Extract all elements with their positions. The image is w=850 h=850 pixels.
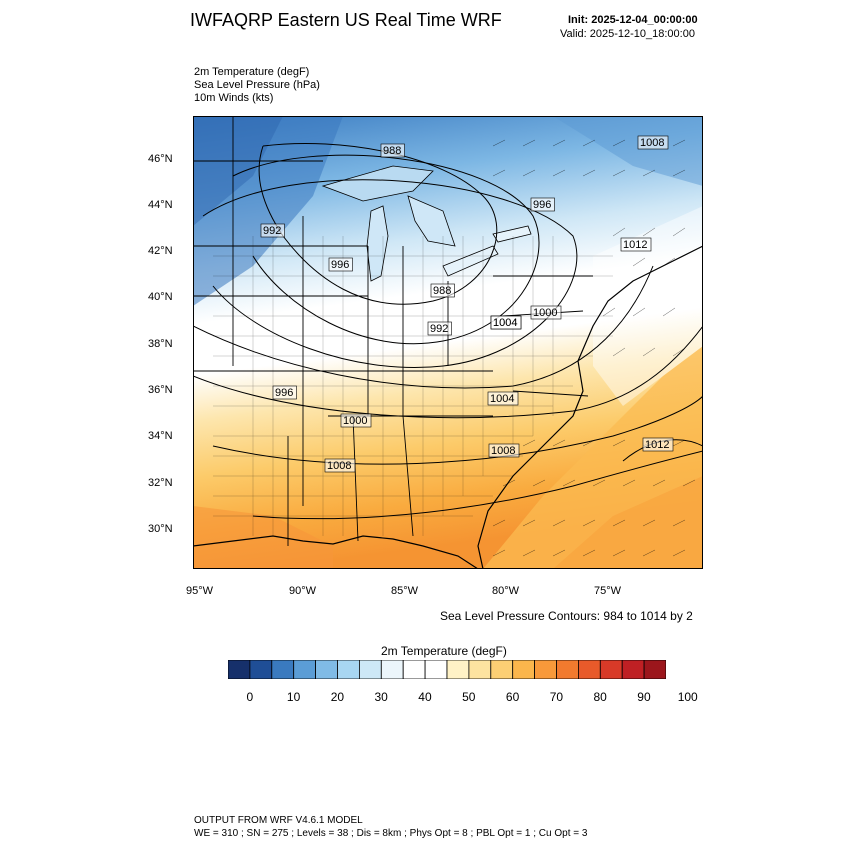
plot-title: IWFAQRP Eastern US Real Time WRF [190, 10, 502, 30]
colorbar-tick-label: 40 [418, 690, 432, 704]
lat-tick-label: 36°N [148, 384, 173, 396]
pressure-label: 1012 [620, 237, 652, 252]
lat-tick-label: 38°N [148, 338, 173, 350]
pressure-label: 1008 [488, 443, 520, 458]
colorbar-swatch [358, 660, 382, 679]
lat-tick-label: 34°N [148, 430, 173, 442]
lat-tick-label: 42°N [148, 245, 173, 257]
svg-text:1012: 1012 [645, 439, 669, 451]
lake-huron [407, 195, 456, 247]
contour-note: Sea Level Pressure Contours: 984 to 1014… [440, 609, 693, 623]
svg-text:988: 988 [383, 145, 401, 157]
lat-tick-label: 32°N [148, 477, 173, 489]
colorbar-swatch [446, 660, 470, 679]
svg-text:1000: 1000 [533, 307, 557, 319]
pressure-label: 1012 [642, 437, 674, 452]
colorbar-tick-label: 90 [637, 690, 651, 704]
model-config: WE = 310 ; SN = 275 ; Levels = 38 ; Dis … [194, 828, 588, 839]
pressure-label: 992 [427, 321, 452, 336]
svg-text:1008: 1008 [491, 445, 515, 457]
colorbar-swatch [599, 660, 623, 679]
gulf-coastline [193, 535, 479, 569]
lat-tick-label: 44°N [148, 199, 173, 211]
colorbar-swatch [577, 660, 601, 679]
temperature-colorbar [228, 660, 666, 679]
svg-text:992: 992 [263, 225, 281, 237]
svg-text:1008: 1008 [640, 137, 664, 149]
lake-erie [442, 245, 499, 277]
pressure-label: 1000 [340, 413, 372, 428]
wind-barbs [492, 139, 696, 557]
pressure-label: 988 [380, 143, 405, 158]
colorbar-swatch [468, 660, 492, 679]
svg-text:996: 996 [533, 199, 551, 211]
colorbar-title: 2m Temperature (degF) [381, 644, 507, 658]
svg-text:1012: 1012 [623, 239, 647, 251]
colorbar-tick-label: 80 [593, 690, 607, 704]
colorbar-swatch [534, 660, 557, 679]
colorbar-swatch [556, 660, 579, 679]
colorbar-tick-label: 50 [462, 690, 476, 704]
svg-text:1004: 1004 [490, 393, 514, 405]
field-label-temperature: 2m Temperature (degF) [194, 66, 310, 78]
pressure-label: 1008 [324, 458, 356, 473]
lon-tick-label: 75°W [594, 585, 622, 597]
colorbar-tick-label: 60 [505, 690, 520, 704]
weather-map: 988 992 996 988 992 996 996 1000 1004 1000 1004 100… [193, 116, 703, 569]
lat-tick-label: 30°N [148, 523, 173, 535]
pressure-label: 1004 [490, 315, 522, 330]
colorbar-swatch [621, 660, 645, 679]
svg-text:1008: 1008 [327, 460, 351, 472]
colorbar-tick-label: 70 [549, 690, 564, 704]
colorbar-tick-label: 30 [374, 690, 388, 704]
colorbar-swatch [424, 660, 448, 679]
svg-text:988: 988 [433, 285, 451, 297]
cold-region [193, 116, 343, 306]
pressure-label: 988 [430, 283, 455, 298]
svg-text:996: 996 [275, 387, 293, 399]
model-info: OUTPUT FROM WRF V4.6.1 MODEL [194, 815, 363, 826]
lon-tick-label: 90°W [289, 585, 317, 597]
pressure-label: 1004 [487, 391, 519, 406]
colorbar-swatch [380, 660, 404, 679]
field-label-winds: 10m Winds (kts) [194, 92, 274, 104]
pressure-label: 996 [272, 385, 297, 400]
lat-tick-label: 40°N [148, 291, 173, 303]
colorbar-tick-label: 0 [246, 690, 254, 704]
lake-superior [321, 165, 434, 202]
svg-text:996: 996 [331, 259, 349, 271]
colorbar-swatch [293, 660, 316, 679]
colorbar-swatch [271, 660, 295, 679]
lon-tick-label: 85°W [391, 585, 419, 597]
pressure-label: 1008 [637, 135, 669, 150]
colorbar-swatch [337, 660, 360, 679]
colorbar-tick-label: 20 [330, 690, 345, 704]
pressure-label: 1000 [530, 305, 562, 320]
colorbar-swatch [228, 660, 251, 679]
colorbar-swatch [490, 660, 514, 679]
colorbar-swatch [512, 660, 536, 679]
pressure-label: 992 [260, 223, 285, 238]
lat-tick-label: 46°N [148, 153, 173, 165]
colorbar-tick-label: 100 [677, 690, 698, 704]
svg-text:1004: 1004 [493, 317, 517, 329]
valid-time: Valid: 2025-12-10_18:00:00 [560, 28, 695, 40]
colorbar-swatch [249, 660, 273, 679]
colorbar-tick-label: 10 [286, 690, 301, 704]
pressure-label: 996 [530, 197, 555, 212]
lon-tick-label: 95°W [186, 585, 214, 597]
lon-tick-label: 80°W [492, 585, 520, 597]
atlantic-coastline [477, 245, 703, 569]
colorbar-swatch [643, 660, 666, 679]
colorbar-swatch [402, 660, 426, 679]
svg-text:992: 992 [430, 323, 448, 335]
colorbar-swatch [315, 660, 338, 679]
init-time: Init: 2025-12-04_00:00:00 [568, 14, 698, 26]
pressure-labels: 988 992 996 988 992 996 996 1000 1004 1000 1004 100… [260, 135, 674, 473]
field-label-pressure: Sea Level Pressure (hPa) [194, 79, 320, 91]
pressure-label: 996 [328, 257, 353, 272]
svg-text:1000: 1000 [343, 415, 367, 427]
